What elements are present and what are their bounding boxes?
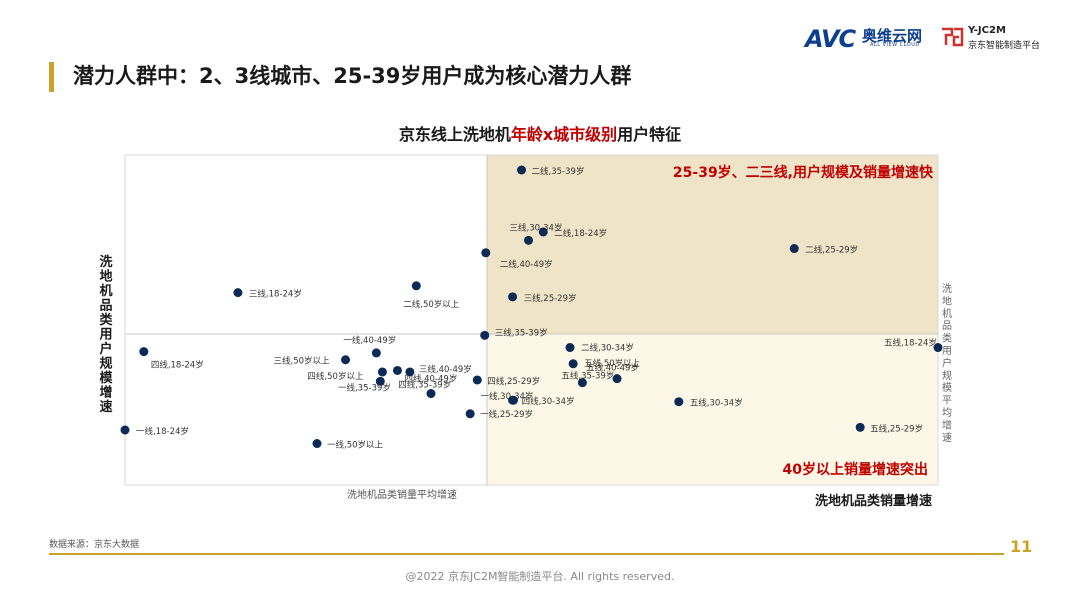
page-title: 潜力人群中：2、3线城市、25-39岁用户成为核心潜力人群 [73, 64, 632, 88]
data-point [139, 347, 149, 357]
data-point [508, 292, 518, 302]
data-point-label: 二线,18-24岁 [554, 228, 607, 239]
data-point [568, 359, 578, 369]
title-accent-bar [49, 62, 54, 92]
data-point [538, 227, 548, 237]
data-point-label: 三线,25-29岁 [524, 293, 577, 304]
data-point [674, 397, 684, 407]
data-point [312, 439, 322, 449]
data-point-label: 二线,25-29岁 [805, 245, 858, 256]
data-point-label: 二线,40-49岁 [500, 259, 553, 270]
avc-logo-cn: 奥维云网 [862, 27, 923, 45]
data-point [524, 235, 534, 245]
chart-title-suffix: 用户特征 [617, 125, 682, 144]
plot-frame [124, 154, 939, 486]
data-point-label: 一线,30-34岁 [480, 391, 533, 402]
data-point-label: 四线,18-24岁 [151, 360, 204, 371]
data-point [405, 367, 415, 377]
jc2m-logo-name: Y-JC2M [968, 25, 1006, 36]
chart-title-highlight: 年龄x城市级别 [510, 125, 618, 144]
data-point-label: 二线,35-39岁 [532, 166, 585, 177]
data-point-label: 三线,30-34岁 [510, 222, 563, 233]
x-average-label: 洗地机品类销量平均增速 [347, 488, 457, 501]
data-point [517, 165, 527, 175]
data-point [612, 374, 622, 384]
data-point-label: 三线,35-39岁 [495, 327, 548, 338]
data-point [480, 330, 490, 340]
y-average-label: 洗地机品类用户规模平均增速 [942, 283, 952, 444]
quadrant-bottom-right [487, 334, 938, 485]
quadrant-top-left [125, 155, 487, 334]
data-point [392, 365, 402, 375]
data-point-label: 三线,18-24岁 [249, 289, 302, 300]
axis-labels: 洗地机品类销量增速 洗地机品类销量平均增速 洗地机品类用户规模增速 洗地机品类用户规模… [98, 254, 952, 509]
annotations: 25-39岁、二三线,用户规模及销量增速快 40岁以上销量增速突出 [673, 164, 934, 478]
data-point [371, 348, 381, 358]
data-point [465, 409, 475, 419]
data-point-label: 一线,25-29岁 [480, 409, 533, 420]
data-point-label: 一线,50岁以上 [327, 440, 384, 451]
data-point [472, 375, 482, 385]
data-point [855, 422, 865, 432]
footer-rule [49, 553, 1004, 555]
data-point-label: 四线,50岁以上 [307, 371, 364, 382]
data-point [341, 355, 351, 365]
data-point-label: 一线,18-24岁 [136, 426, 189, 437]
annotation-top-right: 25-39岁、二三线,用户规模及销量增速快 [673, 164, 934, 181]
data-point-label: 五线,30-34岁 [690, 398, 743, 409]
data-point [120, 425, 130, 435]
data-point [508, 395, 518, 405]
x-axis-label: 洗地机品类销量增速 [815, 493, 932, 509]
data-point-label: 五线,35-39岁 [561, 371, 614, 382]
data-point [577, 378, 587, 388]
quadrant-bottom-left [125, 334, 487, 485]
data-point-label: 二线,30-34岁 [581, 343, 634, 354]
data-point-label: 三线,50岁以上 [274, 356, 331, 367]
data-point-label: 五线,50岁以上 [584, 358, 641, 369]
data-point-label: 四线,35-39岁 [398, 379, 451, 390]
data-point [411, 281, 421, 291]
avc-logo: AVC [805, 25, 856, 53]
data-point-label: 四线,25-29岁 [487, 376, 540, 387]
page-number: 11 [1010, 537, 1033, 556]
data-point-label: 二线,50岁以上 [403, 299, 460, 310]
data-point-label: 五线,18-24岁 [884, 338, 937, 349]
data-point [565, 343, 575, 353]
jc2m-logo-sub: 京东智能制造平台 [968, 41, 1041, 51]
data-point-label: 五线,25-29岁 [870, 423, 923, 434]
data-point-label: 一线,35-39岁 [338, 383, 391, 394]
data-point-label: 一线,40-49岁 [343, 335, 396, 346]
jc2m-logo-icon [942, 27, 964, 47]
data-point [375, 376, 385, 386]
y-axis-label: 洗地机品类用户规模增速 [98, 254, 113, 415]
data-point [789, 244, 799, 254]
data-source: 数据来源：京东大数据 [49, 540, 140, 550]
data-point-label: 三线,40-49岁 [419, 364, 472, 375]
avc-logo-sub: ALL VIEW CLOUD [870, 42, 920, 48]
annotation-bottom-right: 40岁以上销量增速突出 [783, 461, 928, 478]
data-point [233, 288, 243, 298]
data-point [377, 367, 387, 377]
data-point-label: 四线,30-34岁 [522, 396, 575, 407]
data-point [481, 248, 491, 258]
data-point [933, 343, 943, 353]
chart-title: 京东线上洗地机年龄x城市级别用户特征 [0, 121, 1080, 145]
data-point-label: 四线,40-49岁 [404, 373, 457, 384]
quadrant-top-right [487, 155, 938, 334]
copyright: @2022 京东JC2M智能制造平台. All rights reserved. [405, 570, 675, 583]
chart-title-prefix: 京东线上洗地机 [398, 125, 511, 144]
data-point [426, 389, 436, 399]
data-point-label: 五线,40-49岁 [586, 363, 639, 374]
